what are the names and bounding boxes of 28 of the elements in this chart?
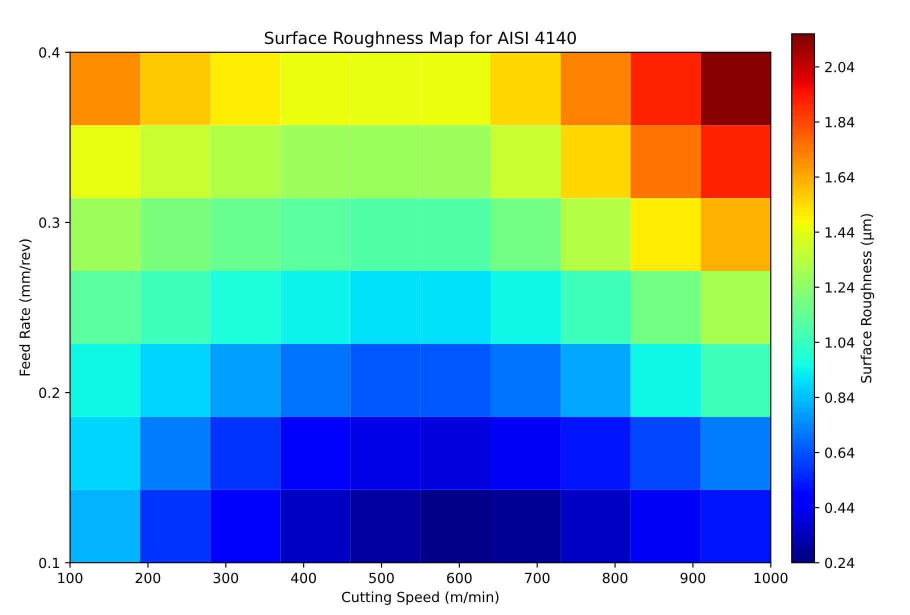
color-bar-label: 1.84: [826, 116, 854, 128]
x-axis-title: Cutting Speed (m/min): [342, 591, 498, 605]
color-bar-label: 1.44: [826, 227, 854, 238]
color-bar-label: 0.44: [825, 502, 854, 514]
x-tick-label: 300: [214, 572, 238, 584]
color-bar-label: 1.24: [826, 282, 854, 293]
x-tick-label: 900: [680, 572, 706, 584]
x-tick-label: 800: [602, 572, 628, 584]
color-bar-title: Surface Roughness (µm): [860, 214, 874, 383]
x-tick-label: 200: [136, 572, 160, 584]
y-tick-label: 0.2: [39, 388, 59, 398]
y-axis-title: Feed Rate (mm/rev): [19, 239, 32, 376]
color-bar-label: 1.64: [826, 172, 854, 183]
color-bar-label: 2.04: [825, 62, 854, 72]
x-tick-label: 100: [58, 572, 82, 584]
color-bar-label: 0.84: [825, 392, 854, 403]
x-tick-label: 600: [447, 572, 472, 584]
color-bar-label: 1.04: [826, 337, 854, 348]
chart-title: Surface Roughness Map for AISI 4140: [264, 31, 576, 48]
x-tick-label: 500: [369, 572, 394, 584]
x-tick-label: 1000: [754, 572, 788, 584]
color-bar-label: 0.64: [825, 448, 854, 458]
color-bar-label: 0.24: [825, 558, 854, 568]
y-tick-label: 0.3: [39, 217, 60, 228]
y-tick-label: 0.1: [39, 558, 60, 568]
y-tick-label: 0.4: [39, 47, 60, 58]
x-tick-label: 700: [525, 572, 550, 584]
x-tick-label: 400: [291, 572, 316, 584]
